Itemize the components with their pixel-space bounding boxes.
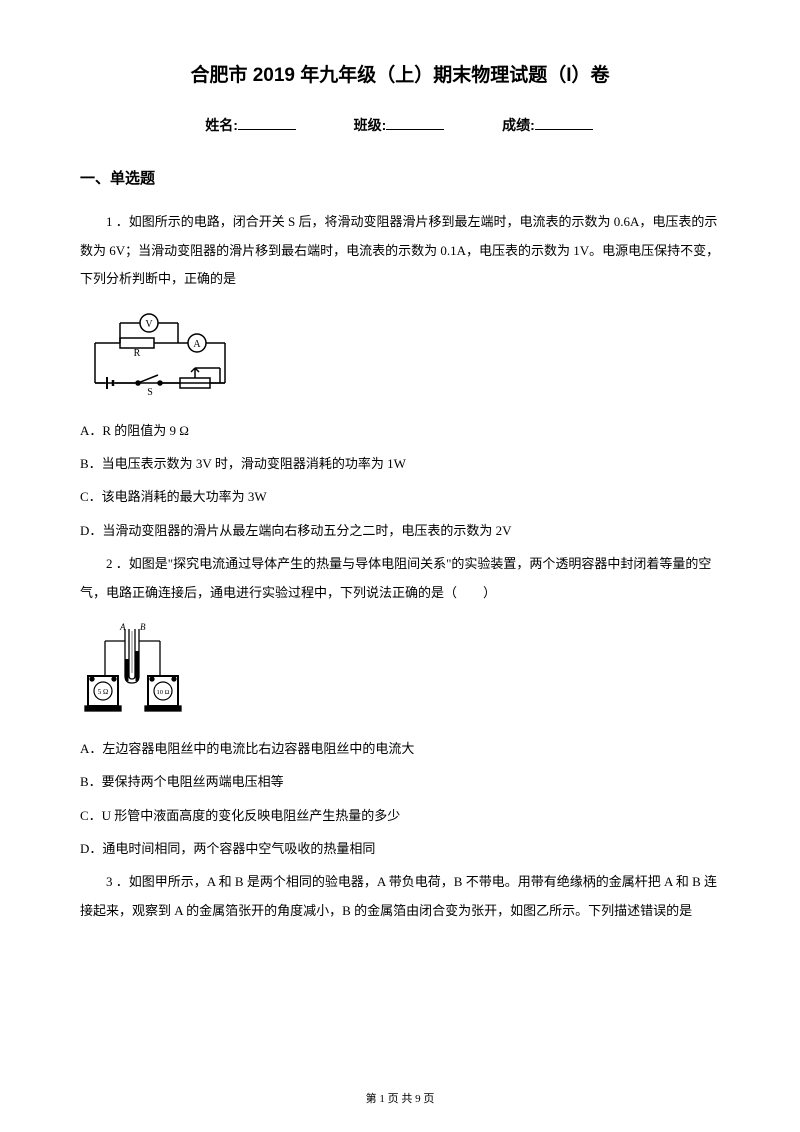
q1-option-d: D．当滑动变阻器的滑片从最左端向右移动五分之二时，电压表的示数为 2V xyxy=(80,517,720,544)
q2-option-a: A．左边容器电阻丝中的电流比右边容器电阻丝中的电流大 xyxy=(80,735,720,762)
question-text: 如图所示的电路，闭合开关 S 后，将滑动变阻器滑片移到最左端时，电流表的示数为 … xyxy=(80,214,719,286)
name-label: 姓名: xyxy=(205,117,238,133)
section-header: 一、单选题 xyxy=(80,167,720,188)
question-number: 2 ． xyxy=(106,556,129,571)
page-footer: 第 1 页 共 9 页 xyxy=(0,1090,800,1106)
class-blank xyxy=(386,129,444,130)
question-number: 3 ． xyxy=(106,874,129,889)
svg-text:S: S xyxy=(147,387,153,398)
circuit-diagram: V R A S xyxy=(80,308,720,403)
svg-text:A: A xyxy=(193,339,201,350)
question-3: 3 ．如图甲所示，A 和 B 是两个相同的验电器，A 带负电荷，B 不带电。用带… xyxy=(80,868,720,925)
question-text: 如图是"探究电流通过导体产生的热量与导体电阻间关系"的实验装置，两个透明容器中封… xyxy=(80,556,711,600)
q2-option-b: B．要保持两个电阻丝两端电压相等 xyxy=(80,768,720,795)
svg-text:B: B xyxy=(140,622,146,632)
q1-option-a: A．R 的阻值为 9 Ω xyxy=(80,417,720,444)
svg-text:A: A xyxy=(119,622,126,632)
svg-text:10 Ω: 10 Ω xyxy=(157,689,170,696)
question-2: 2 ．如图是"探究电流通过导体产生的热量与导体电阻间关系"的实验装置，两个透明容… xyxy=(80,550,720,607)
q1-option-b: B．当电压表示数为 3V 时，滑动变阻器消耗的功率为 1W xyxy=(80,450,720,477)
svg-text:V: V xyxy=(145,319,153,330)
q2-option-d: D．通电时间相同，两个容器中空气吸收的热量相同 xyxy=(80,835,720,862)
score-label: 成绩: xyxy=(502,117,535,133)
svg-text:5 Ω: 5 Ω xyxy=(98,688,108,696)
name-blank xyxy=(238,129,296,130)
question-1: 1 ．如图所示的电路，闭合开关 S 后，将滑动变阻器滑片移到最左端时，电流表的示… xyxy=(80,208,720,294)
question-text: 如图甲所示，A 和 B 是两个相同的验电器，A 带负电荷，B 不带电。用带有绝缘… xyxy=(80,874,717,918)
q1-option-c: C．该电路消耗的最大功率为 3W xyxy=(80,483,720,510)
apparatus-diagram: A B 5 Ω 10 Ω xyxy=(80,621,720,721)
page-title: 合肥市 2019 年九年级（上）期末物理试题（I）卷 xyxy=(80,60,720,87)
class-label: 班级: xyxy=(354,117,387,133)
student-info-line: 姓名: 班级: 成绩: xyxy=(80,115,720,135)
q2-option-c: C．U 形管中液面高度的变化反映电阻丝产生热量的多少 xyxy=(80,802,720,829)
svg-text:R: R xyxy=(134,348,141,359)
score-blank xyxy=(535,129,593,130)
question-number: 1 ． xyxy=(106,214,129,229)
